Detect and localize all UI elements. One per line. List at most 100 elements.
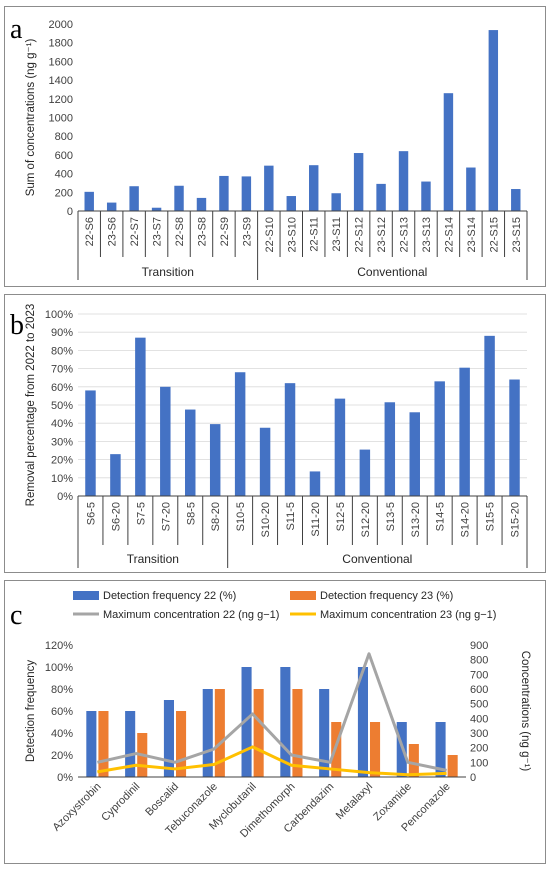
chart-a-x-category-label: 23-S11: [331, 217, 343, 252]
chart-a-bar: [466, 167, 476, 211]
chart-b-group-label: Conventional: [342, 552, 412, 566]
chart-c-legend-swatch: [290, 591, 316, 600]
chart-a-bar: [511, 189, 521, 211]
chart-c-y-axis-label: Detection frequency: [25, 660, 37, 763]
chart-c-y-axis-right-label: Concentrations (ng g⁻¹): [519, 651, 531, 772]
chart-a-ytick-label: 1000: [49, 113, 73, 125]
chart-b-bar: [484, 335, 495, 496]
panel-c-letter: c: [10, 600, 22, 631]
chart-b-bar: [509, 379, 520, 496]
chart-b-bar: [334, 398, 346, 496]
chart-c-ytick-right-label: 900: [470, 640, 488, 652]
chart-b-x-category-label: S7-5: [135, 502, 147, 525]
chart-b-bar: [234, 372, 246, 496]
chart-a-x-category-label: 22-S15: [488, 217, 500, 252]
chart-b: 0% 10% 20% 30% 40% 50% 60% 70% 80% 90% 100% Removal…: [25, 304, 528, 568]
chart-b-ytick-label: 60%: [51, 382, 73, 394]
chart-a-ytick-label: 2000: [49, 19, 73, 31]
chart-a-bar: [241, 176, 252, 211]
chart-c-bar-23: [253, 689, 264, 777]
chart-c-bar-23: [447, 755, 458, 777]
chart-b-ytick-label: 90%: [51, 327, 73, 339]
chart-a-bar: [309, 165, 319, 211]
chart-b-bar: [135, 337, 146, 496]
chart-c-x-category-label: Boscalid: [143, 781, 181, 819]
chart-b-ytick-label: 10%: [51, 473, 73, 485]
chart-c-x-category-label: Cyprodinil: [99, 781, 142, 824]
chart-b-x-category-label: S14-5: [435, 502, 447, 531]
chart-a-x-category-label: 23-S10: [286, 217, 298, 252]
chart-a-ytick-label: 1200: [49, 94, 73, 106]
panel-c-frame: [4, 580, 546, 864]
chart-c-legend-label: Maximum concentration 23 (ng g−1): [320, 609, 496, 621]
chart-c-ytick-right-label: 700: [470, 669, 488, 681]
chart-c: Detection frequency 22 (%) Detection freq…: [25, 590, 531, 840]
chart-b-x-category-label: S12-20: [360, 502, 372, 537]
chart-b-bar: [85, 390, 96, 496]
chart-b-bar: [409, 412, 420, 496]
chart-c-bar-22: [241, 667, 252, 777]
chart-b-x-category-label: S15-20: [510, 502, 522, 537]
chart-b-bar: [284, 383, 296, 496]
chart-b-bar: [259, 427, 271, 496]
chart-c-bar-22: [280, 667, 291, 777]
chart-b-x-category-label: S13-5: [385, 502, 397, 531]
chart-b-ytick-label: 50%: [51, 400, 73, 412]
chart-a-group-label: Conventional: [357, 265, 427, 279]
chart-b-x-category-label: S10-5: [235, 502, 247, 531]
chart-c-ytick-right-label: 600: [470, 684, 488, 696]
chart-a-bar: [84, 191, 94, 211]
chart-b-bar: [359, 449, 371, 496]
chart-a-bar: [331, 193, 341, 211]
chart-b-ytick-label: 70%: [51, 364, 73, 376]
chart-c-legend-label: Maximum concentration 22 (ng g−1): [103, 609, 279, 621]
chart-c-bar-22: [435, 722, 446, 777]
chart-c-bar-22: [163, 700, 174, 777]
chart-a-ytick-label: 400: [55, 169, 73, 181]
chart-b-bar: [384, 402, 396, 496]
chart-a-bar: [398, 151, 409, 211]
chart-b-bar: [209, 424, 221, 496]
chart-b-ytick-label: 80%: [51, 345, 73, 357]
chart-a-y-axis-label: Sum of concentrations (ng g⁻¹): [25, 39, 37, 197]
chart-a-bar: [264, 165, 274, 211]
chart-a-ytick-label: 1600: [49, 56, 73, 68]
chart-c-x-category-label: Azoxystrobin: [50, 781, 103, 834]
chart-a-bar: [286, 196, 296, 211]
chart-c-legend: Detection frequency 22 (%) Detection freq…: [73, 590, 496, 621]
chart-a-x-category-label: 22-S10: [264, 217, 276, 252]
chart-a-bar: [376, 183, 386, 211]
panel-b-frame: [4, 294, 546, 573]
chart-a: 0 200 400 600 800 1000 1200 1400 1600 1800 2000 Sum…: [25, 19, 528, 280]
chart-b-x-category-label: S11-5: [285, 502, 297, 531]
chart-a-x-category-label: 23-S7: [152, 217, 164, 246]
chart-c-ytick-left-label: 20%: [51, 750, 73, 762]
chart-a-x-category-label: 23-S12: [376, 217, 388, 252]
chart-c-ytick-right-label: 100: [470, 757, 488, 769]
chart-b-x-category-label: S6-20: [110, 502, 122, 531]
chart-c-legend-label: Detection frequency 23 (%): [320, 590, 453, 602]
chart-c-ytick-right-label: 300: [470, 728, 488, 740]
chart-c-bar-23: [370, 722, 381, 777]
chart-b-bar: [110, 454, 121, 496]
chart-a-x-category-label: 23-S13: [421, 217, 433, 252]
chart-a-bar: [353, 153, 364, 211]
chart-b-ytick-label: 0%: [57, 491, 73, 503]
chart-c-x-category-label: Metalaxyl: [334, 781, 375, 822]
chart-a-x-category-label: 22-S13: [399, 217, 411, 252]
chart-c-ytick-left-label: 120%: [45, 640, 73, 652]
chart-c-legend-label: Detection frequency 22 (%): [103, 590, 236, 602]
chart-a-bar: [219, 175, 229, 211]
chart-c-ytick-right-label: 800: [470, 655, 488, 667]
chart-c-bar-22: [202, 689, 213, 777]
chart-a-x-category-label: 23-S8: [196, 217, 208, 246]
chart-a-x-category-label: 23-S6: [107, 217, 119, 246]
chart-c-bar-23: [214, 689, 225, 777]
chart-b-x-category-label: S14-20: [460, 502, 472, 537]
chart-b-x-category-label: S12-5: [335, 502, 347, 531]
chart-a-x-category-label: 22-S7: [129, 217, 141, 246]
panel-a-frame: [4, 6, 546, 287]
chart-c-bar-23: [408, 744, 419, 777]
chart-a-x-category-label: 22-S6: [84, 217, 96, 246]
